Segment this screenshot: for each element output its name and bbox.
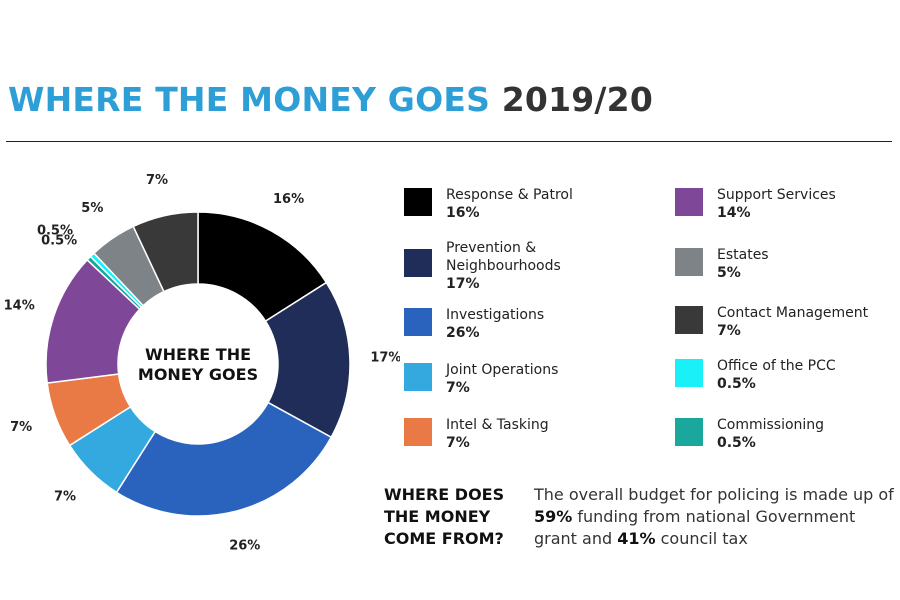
legend-value: 7% [446, 380, 470, 396]
legend-label: Commissioning [717, 417, 825, 433]
national-grant-pct: 59% [534, 507, 573, 526]
legend-item-support-services: Support Services 14% [675, 186, 836, 222]
legend-item-response-patrol: Response & Patrol 16% [404, 186, 573, 222]
slice-label-investigations: 26% [229, 539, 260, 554]
legend-value: 16% [446, 205, 480, 221]
legend-item-estates: Estates 5% [675, 246, 769, 282]
funding-heading: WHERE DOES THE MONEY COME FROM? [384, 485, 505, 548]
legend-value: 0.5% [717, 435, 756, 451]
slice-label-joint-operations: 7% [54, 489, 76, 504]
slice-label-office-of-the-pcc: 0.5% [41, 233, 77, 248]
funding-text-start: The overall budget for policing is made … [534, 485, 894, 504]
legend-item-commissioning: Commissioning 0.5% [675, 416, 824, 452]
legend-value: 7% [717, 323, 741, 339]
legend-item-contact-management: Contact Management 7% [675, 304, 868, 340]
legend-swatch [404, 308, 432, 336]
legend-swatch [675, 359, 703, 387]
legend-swatch [675, 306, 703, 334]
title-year: 2019/20 [501, 80, 653, 119]
legend-swatch [404, 188, 432, 216]
slice-label-response-patrol: 16% [273, 192, 304, 207]
legend-label: Investigations [446, 307, 545, 323]
legend-label: Contact Management [717, 305, 869, 321]
slice-label-intel-tasking: 7% [10, 420, 32, 435]
slice-label-contact-management: 7% [146, 173, 168, 188]
title-divider [6, 141, 892, 142]
slice-label-support-services: 14% [4, 298, 35, 313]
legend-item-prevention-neighbourhoods: Prevention & Neighbourhoods 17% [404, 239, 576, 293]
legend-label: Response & Patrol [446, 187, 573, 203]
legend-swatch [404, 418, 432, 446]
legend-label: Prevention & Neighbourhoods [446, 240, 561, 274]
legend-value: 5% [717, 265, 741, 281]
legend-label: Office of the PCC [717, 358, 836, 374]
legend-item-office-of-the-pcc: Office of the PCC 0.5% [675, 357, 836, 393]
slice-label-commissioning: 0.5% [37, 224, 73, 239]
slice-label-prevention-neighbourhoods: 17% [370, 351, 400, 366]
legend-value: 26% [446, 325, 480, 341]
legend-value: 0.5% [717, 376, 756, 392]
donut-slice-investigations [115, 401, 333, 517]
legend-value: 7% [446, 435, 470, 451]
donut-center-label: WHERE THE MONEY GOES [137, 345, 259, 384]
funding-text-middle: funding from national Government grant a… [534, 507, 856, 548]
page-title: WHERE THE MONEY GOES 2019/20 [8, 80, 653, 119]
donut-chart: 16% 17% 26% 7% 7% 14% 0.5%0.5% 5% 7% [4, 173, 400, 554]
funding-text-end: council tax [655, 529, 748, 548]
funding-text: The overall budget for policing is made … [534, 484, 894, 550]
legend-swatch [404, 363, 432, 391]
legend-value: 17% [446, 276, 480, 292]
legend-item-intel-tasking: Intel & Tasking 7% [404, 416, 549, 452]
legend-value: 14% [717, 205, 751, 221]
legend-swatch [675, 248, 703, 276]
slice-label-estates: 5% [81, 201, 103, 216]
council-tax-pct: 41% [617, 529, 656, 548]
legend-item-investigations: Investigations 26% [404, 306, 544, 342]
donut-slice-contact-management [132, 211, 199, 293]
legend-label: Estates [717, 247, 769, 263]
legend-swatch [404, 249, 432, 277]
legend-item-joint-operations: Joint Operations 7% [404, 361, 558, 397]
legend-swatch [675, 188, 703, 216]
title-main: WHERE THE MONEY GOES [8, 80, 491, 119]
legend-swatch [675, 418, 703, 446]
legend-label: Support Services [717, 187, 836, 203]
legend-label: Joint Operations [446, 362, 559, 378]
legend-label: Intel & Tasking [446, 417, 549, 433]
